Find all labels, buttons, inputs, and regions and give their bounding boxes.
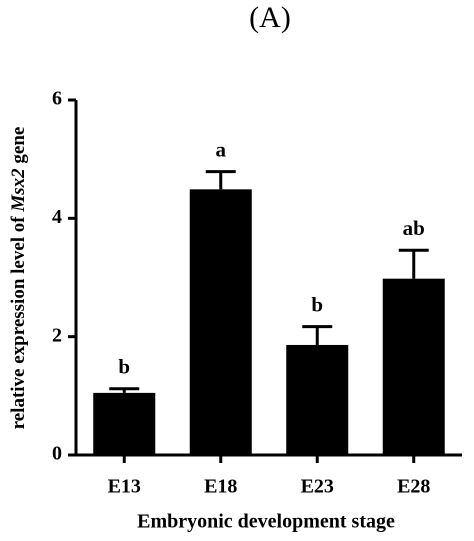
- x-tick-label: E23: [301, 476, 334, 498]
- y-label-part: Msx2: [8, 168, 29, 213]
- y-tick-label: 4: [52, 206, 62, 228]
- y-axis-label: relative expression level of Msx2 gene: [8, 127, 29, 430]
- significance-label: a: [216, 137, 227, 161]
- bar: [189, 189, 252, 455]
- y-tick-label: 6: [52, 88, 62, 110]
- x-tick-label: E28: [397, 476, 430, 498]
- x-tick-label: E13: [108, 476, 141, 498]
- y-tick-label: 2: [52, 324, 62, 346]
- bar: [93, 392, 156, 455]
- bar: [382, 278, 445, 455]
- y-label-part: relative expression level of: [8, 212, 29, 430]
- x-axis-label: Embryonic development stage: [137, 511, 395, 533]
- y-tick-label: 0: [52, 443, 62, 465]
- x-tick-label: E18: [204, 476, 237, 498]
- significance-label: b: [118, 355, 130, 379]
- significance-label: b: [311, 292, 323, 316]
- chart-title: (A): [249, 1, 291, 34]
- significance-label: ab: [403, 216, 425, 240]
- bar: [286, 344, 349, 455]
- y-label-part: gene: [8, 127, 29, 169]
